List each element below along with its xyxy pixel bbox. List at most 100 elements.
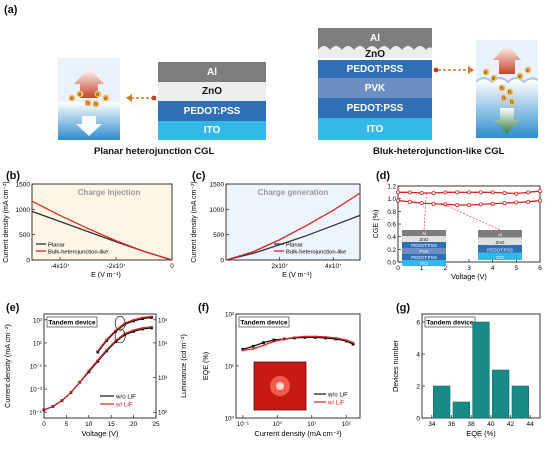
title-box [46, 316, 98, 328]
data-point [105, 349, 109, 353]
inset-layer-label: ZnO [420, 237, 429, 242]
x-tick-label: 34 [428, 421, 436, 428]
data-point: × [283, 337, 286, 343]
y-tick-label: 10¹ [225, 364, 234, 371]
y-tick-label: 4 [416, 352, 420, 359]
bulk-layer-ito: ITO [318, 118, 432, 140]
data-point: × [150, 314, 153, 320]
data-point: × [334, 336, 337, 342]
data-point: × [141, 315, 144, 321]
y-tick-label: 10² [225, 312, 234, 319]
curve-marker [114, 315, 126, 331]
y-axis-label: Current density (mA cm⁻²) [3, 324, 12, 408]
data-point: × [272, 340, 275, 346]
legend-label: Planar [48, 242, 65, 248]
x-tick-label: 3 [467, 265, 471, 272]
data-point [141, 317, 144, 321]
y-axis-label: Devices number [391, 339, 400, 392]
data-point [313, 336, 317, 339]
inset-pointer [423, 192, 427, 231]
data-point [478, 190, 483, 195]
data-point [96, 359, 100, 363]
bulk-layer-pedot-top: PEDOT:PSS [318, 60, 432, 78]
x-tick-label: 20 [130, 421, 138, 428]
planar-caption: Planar heterojunction CGL [94, 146, 215, 157]
inset-layer [478, 245, 522, 253]
data-point [407, 190, 412, 195]
svg-text:e: e [78, 92, 82, 98]
y-tick-label: 0 [416, 416, 420, 423]
data-point [114, 329, 118, 333]
legend-label: w/ LiF [327, 399, 345, 406]
data-point: × [123, 321, 126, 327]
y-tick-label: 10³ [33, 317, 42, 324]
data-point [395, 190, 400, 195]
y-axis-label: Current density (mA cm⁻²) [191, 181, 198, 263]
data-point: × [51, 404, 54, 410]
data-point [251, 344, 255, 348]
svg-text:e: e [70, 96, 74, 102]
histogram-bar [472, 321, 490, 419]
inset-layer-label: Al [498, 232, 502, 237]
data-point: × [150, 325, 153, 331]
data-point [132, 329, 135, 333]
chart-b-title: Charge injection [78, 188, 141, 197]
x-tick-label: 6 [538, 265, 542, 272]
x-tick-label: 36 [448, 421, 456, 428]
data-point [105, 339, 109, 342]
data-point: × [69, 391, 72, 397]
bulk-layer-zno: ZnO [365, 48, 385, 60]
data-point [344, 339, 348, 343]
series-line-1 [242, 335, 354, 352]
data-point [526, 199, 531, 204]
inset-layer [402, 254, 446, 260]
histogram-bar [433, 385, 451, 419]
data-point [514, 200, 519, 205]
data-point [123, 333, 127, 337]
x-tick-label: 0 [396, 265, 400, 272]
inset-layer-label: PEDOT:PSS [411, 255, 437, 260]
y-tick-label: 10⁰ [225, 416, 235, 423]
chart-e: Tandem device 10⁻⁵ 10⁻³ 10⁻¹ 10¹ 10³ 10² 10³ 10⁴… [3, 313, 188, 438]
y-tick-label: 1.0 [387, 196, 396, 203]
data-point [303, 336, 307, 339]
data-point: × [241, 348, 244, 354]
data-point [537, 198, 542, 203]
inset-layer [478, 252, 522, 260]
x-tick-label: 2x10⁷ [271, 263, 288, 270]
data-point: × [105, 337, 108, 343]
curve-marker [114, 328, 126, 344]
planar-dashed-arrow [126, 94, 157, 102]
data-point [150, 326, 153, 330]
svg-text:h: h [86, 101, 90, 107]
data-point: × [114, 339, 117, 345]
y-tick-label: 1500 [210, 182, 225, 189]
legend-label: Bulk-heterojunction-like [48, 249, 108, 255]
inset-layer-label: PVK [419, 249, 429, 254]
data-point [141, 327, 144, 331]
data-point [537, 189, 542, 194]
x-axis-label: E (V m⁻¹) [91, 272, 121, 278]
inset-layer-label: PEDOT:PSS [487, 247, 513, 252]
x-axis-label: Current density (mA cm⁻²) [254, 429, 342, 438]
y-axis-label: EQE (%) [201, 352, 210, 380]
data-point [241, 347, 245, 351]
data-point: × [60, 399, 63, 405]
bulk-zno-texture [318, 28, 432, 58]
series-line-0 [242, 336, 354, 350]
x-tick-label: 42 [507, 421, 515, 428]
y-tick-label: 6 [416, 320, 420, 327]
inset-layer [402, 230, 446, 236]
inset-layer-label: ZnO [496, 240, 505, 245]
inset-layer [402, 260, 446, 266]
y2-tick-label: 10³ [158, 375, 167, 382]
x-tick-label: 10⁰ [273, 421, 283, 428]
data-point [407, 199, 412, 204]
planar-charge-diagram: e e e e h h [58, 58, 120, 140]
x-tick-label: -2x10⁷ [107, 263, 126, 270]
inset-layer-label: ITO [496, 255, 504, 260]
data-point [351, 342, 355, 346]
y2-tick-label: 10⁵ [158, 317, 168, 324]
data-point: × [42, 408, 45, 414]
title-box [238, 316, 290, 328]
